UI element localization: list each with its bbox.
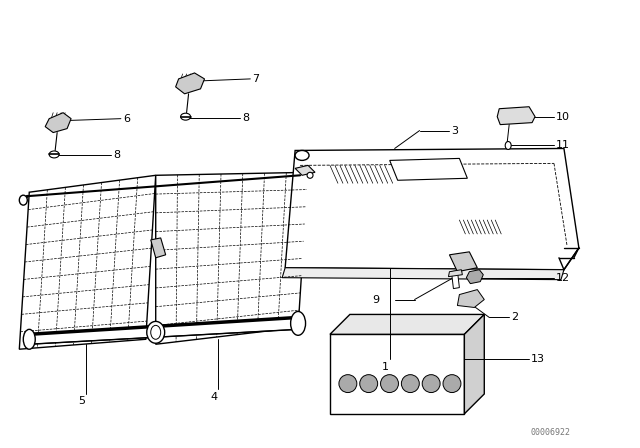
Ellipse shape [360, 375, 378, 392]
Text: 8: 8 [113, 151, 120, 160]
Polygon shape [156, 172, 308, 344]
Ellipse shape [295, 151, 309, 160]
Text: 7: 7 [252, 74, 259, 84]
Polygon shape [390, 159, 467, 180]
Polygon shape [295, 165, 315, 175]
Polygon shape [285, 148, 579, 270]
Polygon shape [497, 107, 535, 125]
Polygon shape [29, 318, 298, 344]
Polygon shape [151, 238, 166, 258]
Text: 11: 11 [556, 141, 570, 151]
Ellipse shape [23, 329, 35, 349]
Ellipse shape [19, 195, 28, 205]
Text: 6: 6 [123, 114, 130, 124]
Polygon shape [19, 175, 156, 349]
Polygon shape [465, 314, 484, 414]
Polygon shape [330, 334, 465, 414]
Text: 8: 8 [243, 112, 250, 123]
Ellipse shape [339, 375, 357, 392]
Polygon shape [458, 289, 484, 307]
Ellipse shape [291, 311, 305, 335]
Ellipse shape [180, 113, 191, 120]
Text: 4: 4 [211, 392, 218, 402]
Text: 5: 5 [79, 396, 86, 406]
Polygon shape [449, 270, 462, 277]
Polygon shape [45, 113, 71, 133]
Ellipse shape [49, 151, 59, 158]
Ellipse shape [505, 142, 511, 150]
Text: 1: 1 [382, 362, 389, 372]
Polygon shape [449, 252, 477, 271]
Text: 9: 9 [372, 294, 380, 305]
Text: 2: 2 [511, 312, 518, 323]
Polygon shape [175, 73, 205, 94]
Ellipse shape [307, 172, 313, 178]
Text: 10: 10 [556, 112, 570, 122]
Text: 00006922: 00006922 [531, 428, 571, 437]
Text: 3: 3 [451, 125, 458, 136]
Polygon shape [467, 270, 483, 284]
Ellipse shape [147, 321, 164, 343]
Ellipse shape [381, 375, 399, 392]
Ellipse shape [422, 375, 440, 392]
Ellipse shape [401, 375, 419, 392]
Text: 13: 13 [531, 354, 545, 364]
Ellipse shape [151, 325, 161, 339]
Polygon shape [451, 271, 460, 289]
Text: 12: 12 [556, 273, 570, 283]
Ellipse shape [443, 375, 461, 392]
Polygon shape [282, 268, 564, 280]
Polygon shape [330, 314, 484, 334]
